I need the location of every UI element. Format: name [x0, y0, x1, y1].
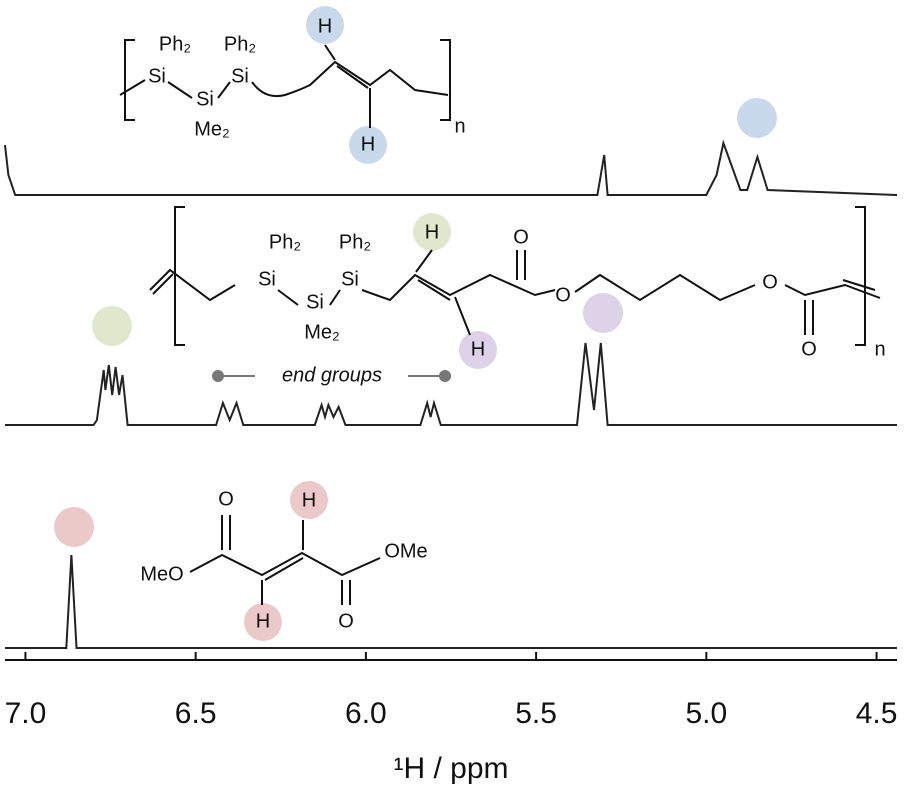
atom-label: H — [361, 133, 375, 155]
x-tick-label: 7.0 — [5, 697, 47, 730]
atom-label: Ph₂ — [339, 231, 371, 253]
atom-label: Si — [196, 88, 214, 110]
x-tick-label: 4.5 — [856, 697, 898, 730]
x-tick-label: 5.0 — [685, 697, 727, 730]
atom-label: OMe — [384, 540, 427, 562]
atom-label: n — [874, 338, 885, 360]
atom-label: Si — [306, 291, 324, 313]
end-group-marker — [212, 370, 451, 382]
atom-label: O — [218, 488, 234, 510]
atom-label: H — [425, 221, 439, 243]
spectrum — [5, 554, 897, 649]
atom-label: Si — [341, 268, 359, 290]
atom-label: H — [471, 338, 485, 360]
atom-label: H — [302, 489, 316, 511]
spectrum — [4, 139, 898, 196]
atom-label: Me₂ — [194, 118, 230, 140]
atom-label: n — [454, 115, 465, 137]
atom-label: Si — [148, 65, 166, 87]
spectrum — [5, 342, 897, 426]
atom-label: MeO — [140, 563, 183, 585]
atom-label: Ph₂ — [224, 33, 256, 55]
atom-label: O — [555, 284, 571, 306]
x-tick-label: 6.5 — [175, 697, 217, 730]
atom-label: H — [318, 15, 332, 37]
x-axis-label: ¹H / ppm — [393, 752, 508, 785]
atom-label: Ph₂ — [269, 231, 301, 253]
highlights — [54, 6, 777, 641]
atom-label: O — [801, 338, 817, 360]
annotation: end groups — [282, 364, 382, 386]
atom-label: O — [338, 610, 354, 632]
x-tick-label: 5.5 — [515, 697, 557, 730]
atom-label: Si — [231, 65, 249, 87]
atom-label: H — [256, 610, 270, 632]
structure-bonds — [119, 39, 881, 605]
x-tick-label: 6.0 — [345, 697, 387, 730]
atom-label: O — [513, 226, 529, 248]
atom-label: Ph₂ — [159, 33, 191, 55]
atom-label: Me₂ — [304, 321, 340, 343]
atom-label: Si — [258, 268, 276, 290]
atom-label: O — [762, 271, 778, 293]
